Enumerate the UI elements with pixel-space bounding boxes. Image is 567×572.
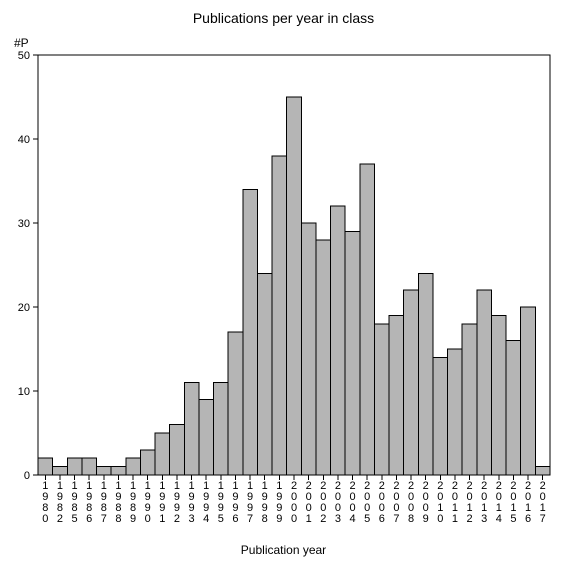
x-tick-label: 5 [72, 513, 78, 525]
x-tick-label: 8 [408, 513, 414, 525]
x-tick-label: 0 [42, 513, 48, 525]
x-tick-label: 7 [393, 513, 399, 525]
bar [53, 467, 68, 475]
y-tick-label: 40 [18, 134, 30, 146]
x-tick-label: 5 [218, 513, 224, 525]
x-tick-label: 3 [189, 513, 195, 525]
bar [243, 189, 258, 475]
y-tick-label: 20 [18, 302, 30, 314]
y-tick-label: 30 [18, 218, 30, 230]
bar [184, 383, 199, 475]
chart-svg: 0102030405019801982198519861987198819891… [0, 0, 567, 567]
y-tick-label: 50 [18, 50, 30, 62]
bar [257, 273, 272, 475]
x-tick-label: 7 [101, 513, 107, 525]
bar [521, 307, 536, 475]
x-tick-label: 4 [349, 513, 355, 525]
bar [331, 206, 346, 475]
bar [389, 315, 404, 475]
x-tick-label: 3 [335, 513, 341, 525]
bar [418, 273, 433, 475]
x-tick-label: 2 [174, 513, 180, 525]
bar [199, 399, 214, 475]
bar [345, 231, 360, 475]
x-tick-label: 2 [466, 513, 472, 525]
x-tick-label: 0 [291, 513, 297, 525]
bar [155, 433, 170, 475]
bar [287, 97, 302, 475]
bar [535, 467, 550, 475]
x-tick-label: 5 [510, 513, 516, 525]
bar [316, 240, 331, 475]
x-tick-label: 1 [306, 513, 312, 525]
chart-container: Publications per year in class #P 010203… [0, 0, 567, 567]
x-tick-label: 6 [86, 513, 92, 525]
x-tick-label: 5 [364, 513, 370, 525]
bar [67, 458, 82, 475]
x-tick-label: 2 [57, 513, 63, 525]
x-tick-label: 7 [540, 513, 546, 525]
x-tick-label: 6 [232, 513, 238, 525]
x-tick-label: 9 [276, 513, 282, 525]
bar [477, 290, 492, 475]
bar [82, 458, 97, 475]
y-axis-label: #P [14, 36, 29, 50]
x-tick-label: 8 [115, 513, 121, 525]
bar [301, 223, 316, 475]
x-tick-label: 7 [247, 513, 253, 525]
bar [433, 357, 448, 475]
bar [38, 458, 53, 475]
x-tick-label: 6 [379, 513, 385, 525]
bar [448, 349, 463, 475]
x-tick-label: 1 [452, 513, 458, 525]
bar [111, 467, 126, 475]
bar [228, 332, 243, 475]
chart-title: Publications per year in class [0, 10, 567, 26]
bar [170, 425, 185, 475]
x-axis-label: Publication year [0, 543, 567, 557]
x-tick-label: 6 [525, 513, 531, 525]
bar [360, 164, 375, 475]
bar [404, 290, 419, 475]
x-tick-label: 9 [423, 513, 429, 525]
x-tick-label: 9 [130, 513, 136, 525]
x-tick-label: 2 [320, 513, 326, 525]
bar [491, 315, 506, 475]
y-tick-label: 10 [18, 386, 30, 398]
bar [126, 458, 141, 475]
bar [462, 324, 477, 475]
bar [272, 156, 287, 475]
x-tick-label: 0 [145, 513, 151, 525]
y-tick-label: 0 [24, 470, 30, 482]
x-tick-label: 4 [203, 513, 209, 525]
bar [374, 324, 389, 475]
x-tick-label: 8 [262, 513, 268, 525]
bar [214, 383, 229, 475]
bar [97, 467, 112, 475]
x-tick-label: 0 [437, 513, 443, 525]
x-tick-label: 3 [481, 513, 487, 525]
x-tick-label: 1 [159, 513, 165, 525]
bar [140, 450, 155, 475]
bar [506, 341, 521, 475]
x-tick-label: 4 [496, 513, 502, 525]
